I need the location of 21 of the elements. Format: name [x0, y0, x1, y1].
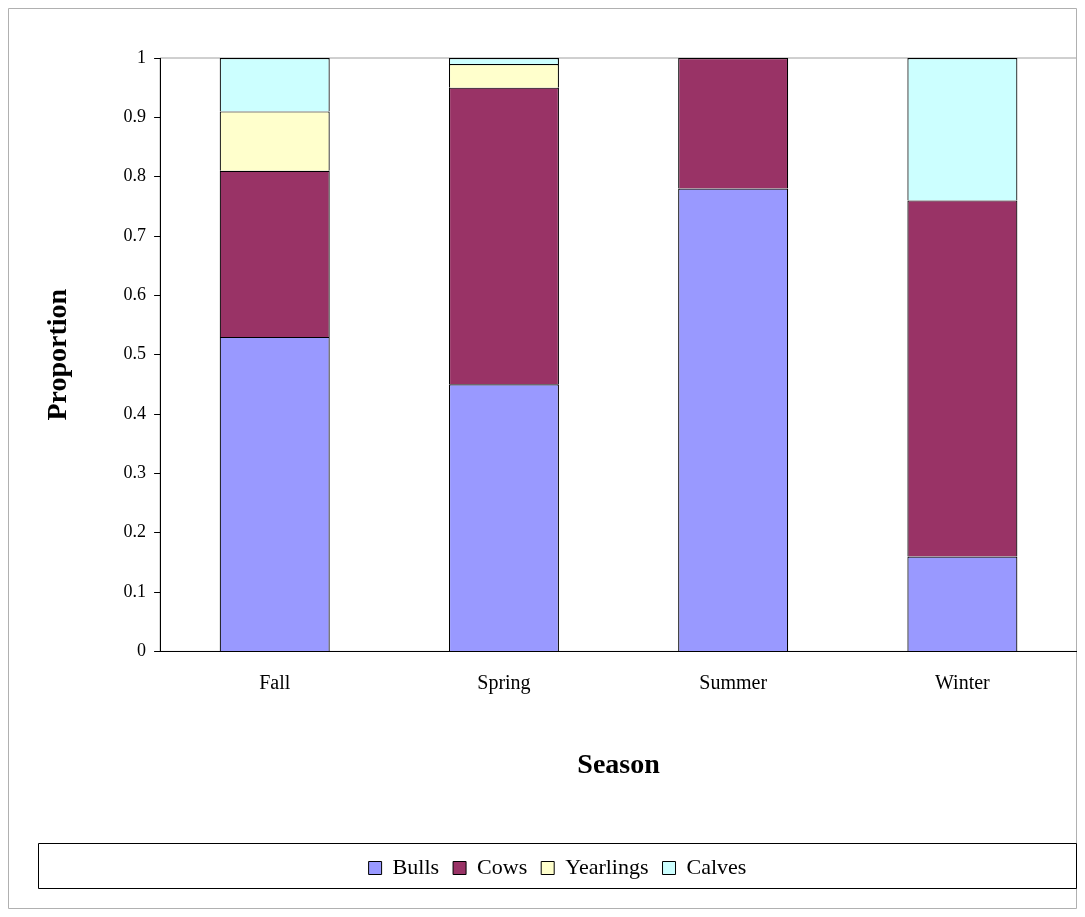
legend-label: Calves — [686, 853, 747, 879]
x-tick-label: Winter — [935, 670, 991, 693]
y-tick-label: 0.7 — [123, 224, 147, 245]
y-tick-label: 0.2 — [123, 521, 147, 542]
x-tick-label: Summer — [699, 670, 768, 693]
y-tick-label: 0.8 — [123, 165, 147, 186]
y-tick-label: 0.4 — [123, 402, 147, 423]
x-axis-title: Season — [577, 748, 661, 780]
y-tick-label: 0.1 — [123, 580, 147, 601]
y-tick-label: 0.9 — [123, 106, 147, 127]
y-tick-label: 0.6 — [123, 284, 147, 305]
legend-label: Bulls — [392, 853, 440, 879]
legend-label: Yearlings — [565, 853, 649, 879]
y-tick-label: 0.3 — [123, 462, 147, 483]
x-tick-label: Spring — [477, 670, 531, 694]
legend-label: Cows — [477, 853, 528, 879]
x-tick-label: Fall — [259, 670, 291, 693]
y-tick-label: 0.5 — [123, 343, 147, 364]
y-tick-label: 1 — [137, 46, 147, 67]
y-tick-label: 0 — [137, 640, 147, 661]
y-axis-title: Proportion — [41, 288, 73, 421]
